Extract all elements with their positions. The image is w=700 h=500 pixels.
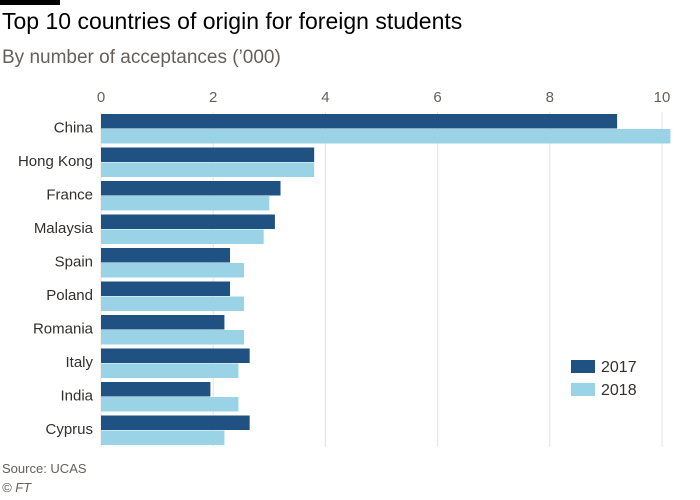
category-label: Poland: [46, 287, 93, 304]
x-tick-label: 8: [546, 89, 554, 106]
category-label: Malaysia: [34, 220, 94, 237]
category-label: India: [60, 388, 93, 405]
bar-chart: 0 2 4 6 8 10 China Hong Kong France Malaysia Spai…: [18, 89, 671, 447]
x-tick-label: 6: [433, 89, 441, 106]
bar-2018: [101, 229, 264, 244]
source-note: Source: UCAS: [2, 461, 87, 476]
bar-2018: [101, 363, 239, 378]
legend: 2017 2018: [571, 359, 637, 399]
bar-2017: [101, 281, 231, 296]
category-label: France: [46, 187, 93, 204]
bar-2018: [101, 196, 270, 211]
category-label: Italy: [65, 354, 93, 371]
bar-2017: [101, 181, 281, 196]
x-tick-label: 2: [209, 89, 217, 106]
x-tick-label: 0: [97, 89, 105, 106]
bar-2018: [101, 397, 239, 412]
x-axis-ticks: 0 2 4 6 8 10: [97, 89, 671, 106]
credit-note: © FT: [2, 480, 32, 495]
legend-label-2017: 2017: [601, 359, 637, 376]
bar-2018: [101, 263, 245, 278]
bar-2018: [101, 162, 315, 177]
legend-label-2018: 2018: [601, 382, 637, 399]
category-labels: China Hong Kong France Malaysia Spain Poland R…: [18, 120, 94, 439]
category-label: Spain: [55, 254, 93, 271]
category-label: Cyprus: [45, 421, 93, 438]
bar-2018: [101, 129, 671, 144]
bars: [101, 114, 671, 445]
bar-2017: [101, 248, 231, 263]
x-tick-label: 10: [654, 89, 671, 106]
legend-swatch-2018: [571, 383, 595, 396]
bar-2017: [101, 114, 618, 129]
bar-2017: [101, 348, 250, 363]
category-label: China: [54, 120, 94, 137]
bar-2018: [101, 330, 245, 345]
chart-title: Top 10 countries of origin for foreign s…: [2, 8, 463, 34]
bar-2017: [101, 415, 250, 430]
chart-subtitle: By number of acceptances (’000): [2, 47, 281, 68]
bar-2017: [101, 214, 275, 229]
bar-2018: [101, 296, 245, 311]
bar-2017: [101, 315, 225, 330]
header-rule: [0, 0, 60, 5]
bar-2017: [101, 382, 211, 397]
bar-2018: [101, 430, 225, 445]
gridlines: [100, 112, 663, 447]
bar-2017: [101, 147, 315, 162]
category-label: Romania: [33, 321, 94, 338]
x-tick-label: 4: [321, 89, 329, 106]
legend-swatch-2017: [571, 360, 595, 373]
category-label: Hong Kong: [18, 153, 93, 170]
